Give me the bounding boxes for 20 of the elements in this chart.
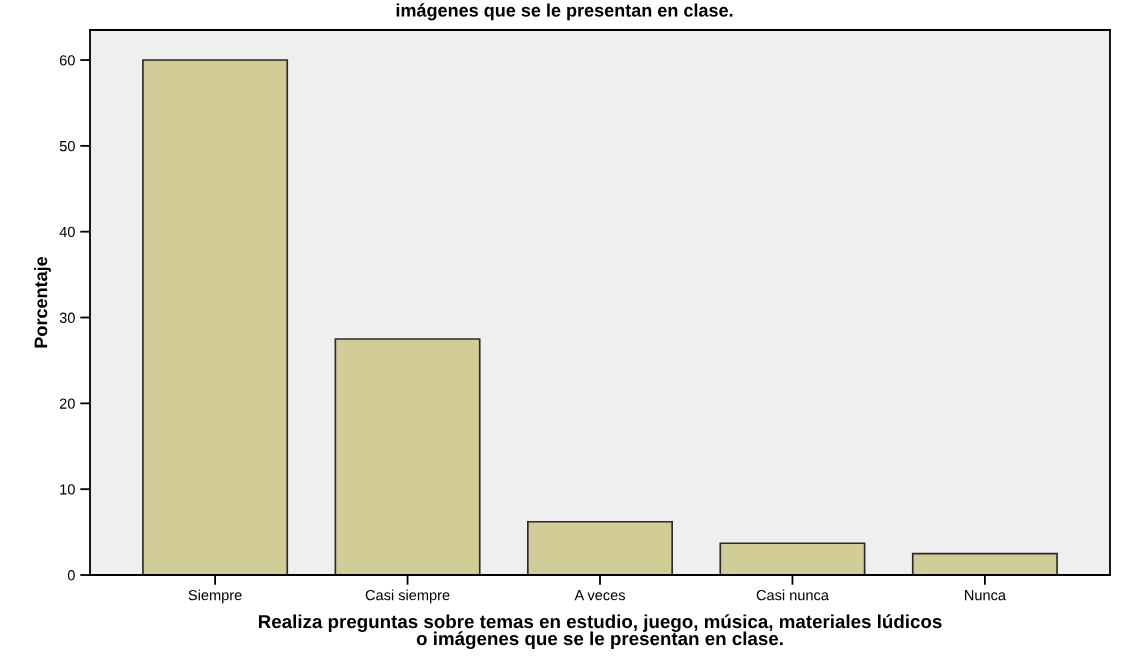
x-tick-label: Nunca [965,590,1006,601]
x-axis-title: Realiza preguntas sobre temas en estudio, juego, música, materiales lúdicos o imágenes que se le presentan en clase. [258,614,942,650]
chart-title: imágenes que se le presentan en clase. [396,3,733,21]
y-tick-label: 60 [59,55,75,66]
y-tick-label: 50 [59,140,75,152]
y-tick-label: 30 [59,312,75,323]
y-tick-label: 40 [59,226,75,238]
bar [142,59,289,575]
y-tick-label: 20 [59,398,75,409]
y-tick-label: 0 [67,570,75,581]
x-tick-label: Siempre [188,589,242,604]
bar [334,338,481,575]
bar [911,552,1058,575]
x-tick-label: Casi siempre [365,589,450,604]
bar [526,520,674,575]
bar [719,542,866,575]
y-tick-label: 10 [60,484,75,495]
x-tick-label: Casi nunca [756,589,829,601]
x-tick-label: A veces [574,590,626,601]
y-axis-title: Porcentaje [34,256,51,348]
